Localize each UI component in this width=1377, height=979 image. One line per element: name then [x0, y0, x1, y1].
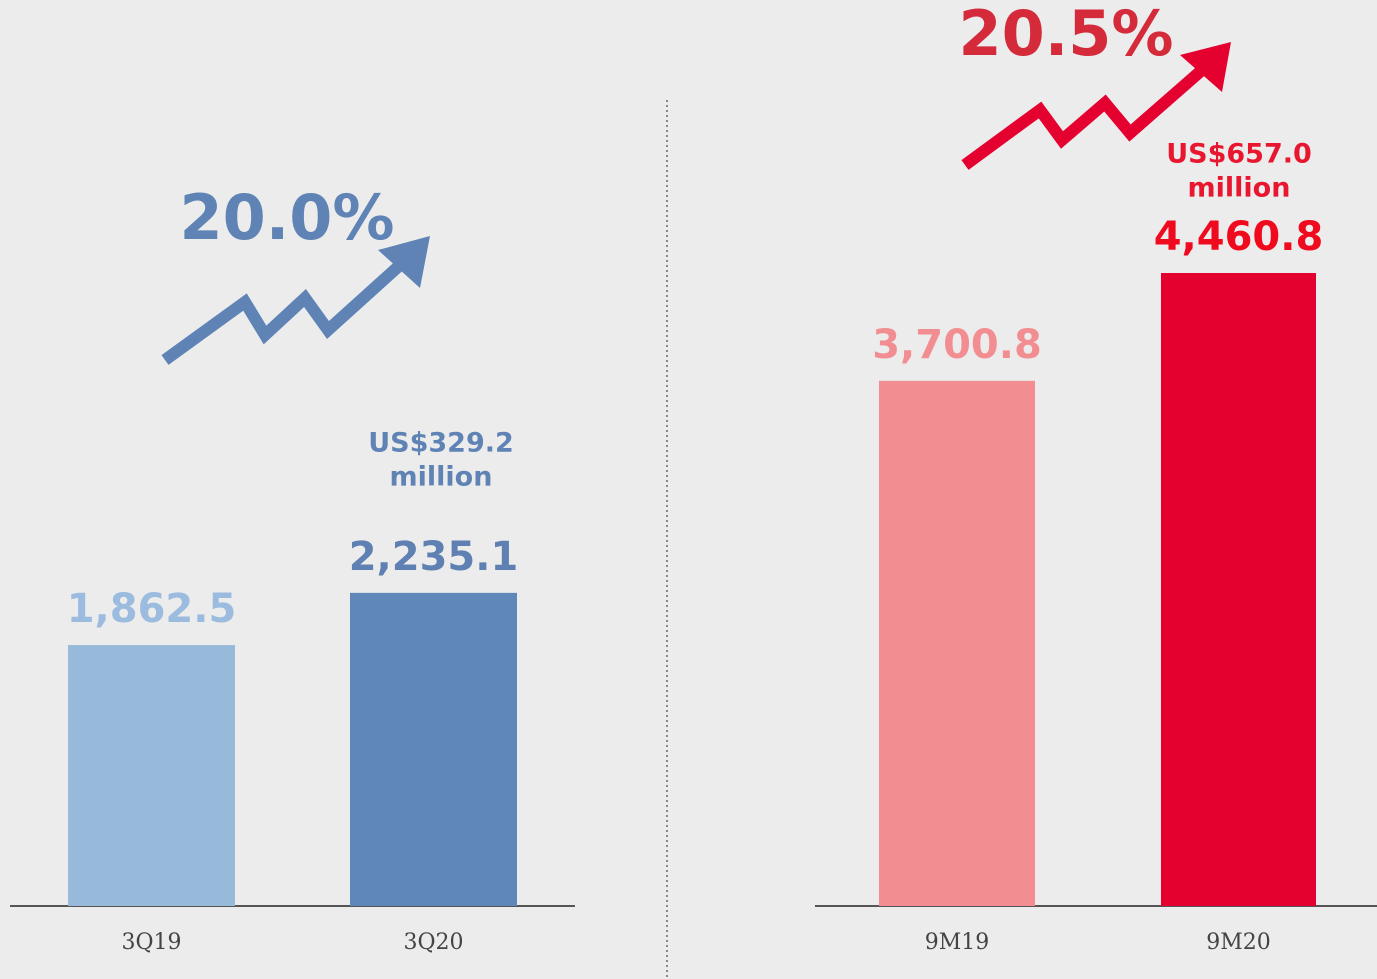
- bar: [350, 592, 517, 906]
- usd-note: million: [390, 462, 493, 493]
- usd-note: US$329.2: [368, 428, 514, 459]
- bar: [68, 645, 235, 906]
- category-label: 9M19: [925, 930, 990, 955]
- value-label: 3,700.8: [872, 322, 1042, 368]
- growth-label: 20.0%: [179, 181, 394, 254]
- value-label: 2,235.1: [349, 534, 519, 580]
- growth-arrow: [161, 236, 430, 365]
- growth-label: 20.5%: [958, 0, 1173, 70]
- bar: [879, 380, 1035, 907]
- value-label: 4,460.8: [1154, 214, 1324, 260]
- category-label: 3Q20: [403, 930, 463, 955]
- usd-note: million: [1188, 173, 1291, 204]
- value-label: 1,862.5: [67, 586, 237, 632]
- category-label: 9M20: [1206, 930, 1271, 955]
- growth-arrow: [961, 42, 1231, 170]
- category-label: 3Q19: [121, 930, 181, 955]
- bar: [1161, 273, 1316, 907]
- usd-note: US$657.0: [1166, 139, 1312, 170]
